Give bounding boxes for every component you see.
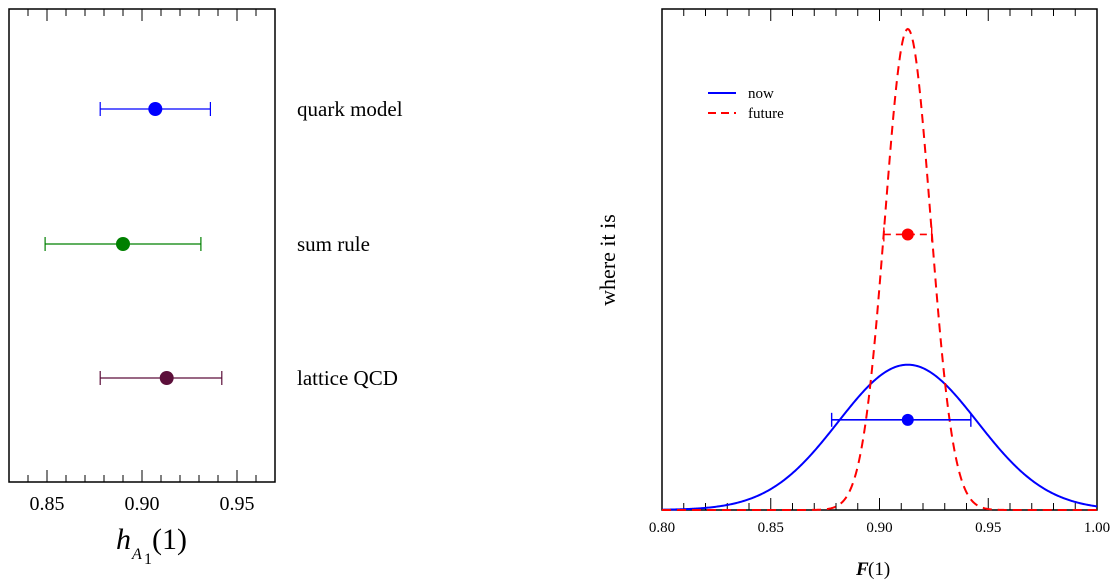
right-ticks: 0.80 0.85 0.90 0.95 1.00 bbox=[649, 9, 1110, 536]
right-curve-future bbox=[662, 27, 1097, 511]
left-x-tick-label: 0.85 bbox=[30, 493, 65, 515]
right-curves bbox=[661, 27, 1098, 511]
right-point-marker-now bbox=[901, 413, 914, 426]
right-x-tick-label: 0.95 bbox=[975, 520, 1001, 536]
left-point-marker bbox=[116, 237, 130, 251]
right-point-marker-future bbox=[901, 228, 914, 241]
left-panel: 0.85 0.90 0.95 quark model sum rule lattice … bbox=[8, 8, 403, 568]
left-xlabel-main: h bbox=[116, 523, 131, 556]
legend-now-label: now bbox=[748, 86, 774, 102]
right-panel: 0.80 0.85 0.90 0.95 1.00 now future where it… bbox=[595, 8, 1110, 580]
left-xlabel-sub: A bbox=[131, 546, 142, 563]
left-ticks: 0.85 0.90 0.95 bbox=[8, 9, 276, 515]
left-point-marker bbox=[148, 102, 163, 116]
left-xlabel-suffix: (1) bbox=[152, 523, 187, 556]
right-x-tick-label: 0.80 bbox=[649, 520, 675, 536]
left-category-label: sum rule bbox=[297, 232, 370, 256]
left-point-marker bbox=[159, 371, 174, 385]
right-xlabel-suffix: (1) bbox=[868, 559, 890, 580]
right-curve-now bbox=[661, 363, 1098, 511]
legend-future-label: future bbox=[748, 106, 784, 122]
right-x-axis-label: F (1) bbox=[855, 559, 890, 580]
left-category-label: quark model bbox=[297, 97, 403, 121]
left-labels: quark model sum rule lattice QCD bbox=[297, 97, 403, 390]
left-category-label: lattice QCD bbox=[297, 366, 398, 390]
left-x-axis-label: h A 1 (1) bbox=[116, 523, 187, 568]
right-y-axis-label: where it is bbox=[595, 214, 620, 306]
right-x-tick-label: 0.85 bbox=[758, 520, 784, 536]
right-plot-frame bbox=[661, 8, 1098, 511]
left-x-tick-label: 0.90 bbox=[125, 493, 160, 515]
left-plot-frame bbox=[8, 8, 276, 483]
right-legend: now future bbox=[708, 86, 784, 122]
right-x-tick-label: 1.00 bbox=[1084, 520, 1110, 536]
right-xlabel-symbol: F bbox=[855, 559, 869, 580]
left-xlabel-subsub: 1 bbox=[144, 551, 152, 568]
left-points bbox=[44, 102, 223, 385]
right-points bbox=[830, 227, 972, 427]
right-x-tick-label: 0.90 bbox=[866, 520, 892, 536]
left-x-tick-label: 0.95 bbox=[220, 493, 255, 515]
